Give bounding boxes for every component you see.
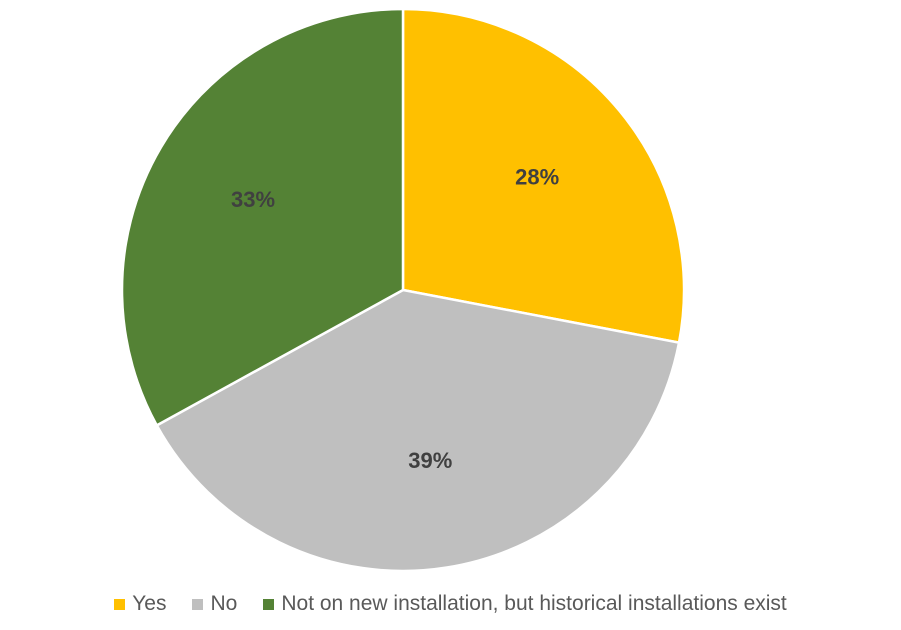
legend-label: No [210, 592, 238, 615]
legend-swatch [192, 598, 204, 610]
data-label: 28% [515, 165, 559, 190]
data-label: 39% [408, 448, 452, 473]
legend-swatch [263, 598, 275, 610]
pie-plot-area: 28% 39% 33% [120, 7, 686, 573]
legend-swatch [114, 598, 126, 610]
legend-item: Not on new installation, but historical … [263, 592, 787, 616]
data-label: 33% [231, 187, 275, 212]
pie-slice-not-on-new-installation-but-historical-installations-exist [120, 7, 405, 427]
legend-item: No [192, 592, 237, 616]
legend-label: Yes [132, 592, 167, 615]
legend-item: Yes [114, 592, 166, 616]
pie-slice-no [155, 288, 681, 573]
legend: Yes No Not on new installation, but histor… [0, 586, 901, 622]
pie-slice-yes [401, 7, 686, 344]
legend-label: Not on new installation, but historical … [281, 592, 787, 615]
